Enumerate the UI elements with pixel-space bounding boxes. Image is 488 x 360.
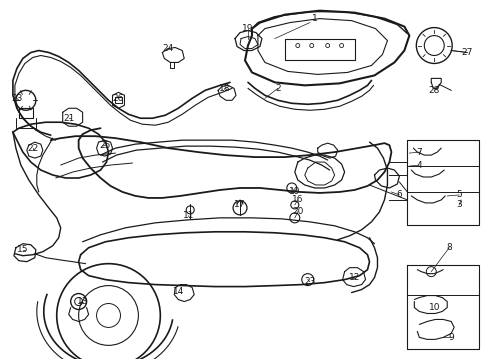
Text: 22: 22	[27, 144, 39, 153]
Text: 20: 20	[291, 207, 303, 216]
Text: 28: 28	[427, 86, 439, 95]
Text: 26: 26	[113, 94, 124, 103]
Text: 23: 23	[11, 94, 22, 103]
Text: 19: 19	[242, 24, 253, 33]
Text: 19: 19	[288, 188, 300, 197]
Text: 24: 24	[163, 44, 174, 53]
Text: 2: 2	[274, 84, 280, 93]
Text: 13: 13	[77, 297, 88, 306]
Text: 27: 27	[461, 48, 472, 57]
Text: 17: 17	[234, 201, 245, 210]
Text: 25: 25	[100, 141, 111, 150]
Text: 7: 7	[416, 148, 421, 157]
Text: 4: 4	[416, 161, 421, 170]
Text: 11: 11	[182, 211, 194, 220]
Text: 9: 9	[447, 333, 453, 342]
Text: 16: 16	[291, 195, 303, 204]
Text: 15: 15	[17, 245, 29, 254]
Text: 18: 18	[219, 84, 230, 93]
Text: 10: 10	[427, 303, 439, 312]
Text: 23: 23	[304, 277, 315, 286]
Text: 21: 21	[63, 114, 74, 123]
Text: 3: 3	[455, 201, 461, 210]
Text: 6: 6	[396, 190, 402, 199]
Text: 14: 14	[172, 287, 183, 296]
Text: 12: 12	[348, 273, 360, 282]
Text: 8: 8	[446, 243, 451, 252]
Text: 5: 5	[455, 190, 461, 199]
Text: 1: 1	[311, 14, 317, 23]
